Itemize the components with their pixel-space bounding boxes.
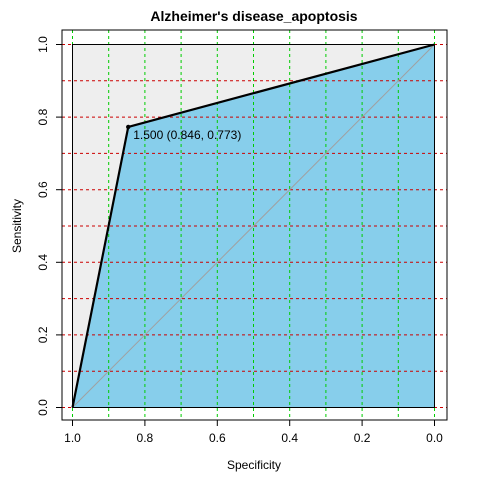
y-tick-label: 0.0 (36, 399, 50, 416)
y-tick-label: 0.2 (36, 326, 50, 343)
x-axis-label: Specificity (227, 458, 281, 472)
x-tick-label: 0.2 (354, 431, 371, 445)
best-threshold-point (126, 124, 131, 130)
y-tick-label: 0.4 (36, 254, 50, 271)
x-tick-label: 0.0 (426, 431, 443, 445)
chart-title: Alzheimer's disease_apoptosis (150, 8, 357, 24)
x-tick-label: 0.6 (209, 431, 226, 445)
x-tick-label: 0.4 (281, 431, 298, 445)
plot-area: 1.500 (0.846, 0.773) 1.0 0.8 0.6 0.4 0.2 0.0 0.… (36, 29, 448, 445)
plot-box (61, 29, 448, 421)
x-tick-label: 1.0 (64, 431, 81, 445)
y-tick-label: 0.8 (36, 108, 50, 125)
y-tick-label: 0.6 (36, 181, 50, 198)
x-tick-label: 0.8 (137, 431, 154, 445)
roc-square-border (72, 44, 435, 408)
reference-diagonal (72, 44, 435, 408)
y-tick-label: 1.0 (36, 36, 50, 53)
y-axis-label: Sensitivity (10, 199, 24, 253)
best-threshold-label: 1.500 (0.846, 0.773) (133, 128, 241, 142)
